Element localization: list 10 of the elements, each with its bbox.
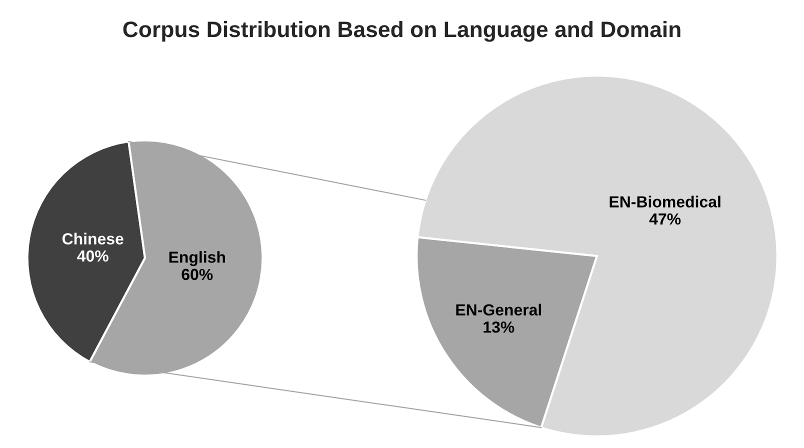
pie-slice	[416, 74, 778, 438]
data-label: 40%	[77, 250, 108, 262]
slice-label: English	[169, 251, 225, 266]
slice-label: Chinese	[62, 232, 124, 244]
data-label: 13%	[484, 321, 514, 333]
data-label: 60%	[182, 268, 213, 280]
data-label: 47%	[649, 213, 681, 225]
slice-label: EN-General	[456, 304, 542, 316]
text: Corpus Distribution Based on Language and Domain	[123, 20, 680, 42]
slice-label: EN-Biomedical	[610, 196, 720, 208]
